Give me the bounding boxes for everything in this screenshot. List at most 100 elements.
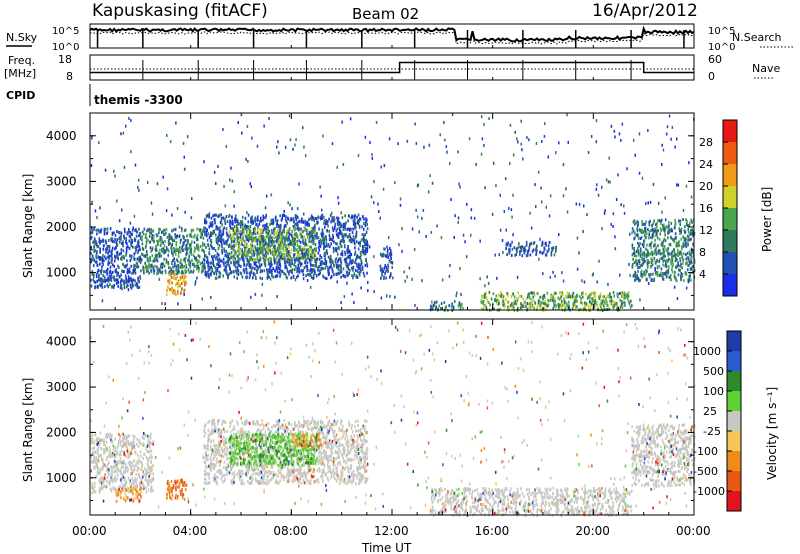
power-cell — [346, 256, 349, 260]
power-cell — [277, 264, 279, 268]
power-cell — [241, 275, 244, 279]
power-cell — [284, 239, 286, 243]
power-cell — [241, 254, 243, 258]
power-cell — [662, 249, 665, 253]
power-cell — [337, 265, 339, 269]
power-cell — [120, 248, 123, 252]
power-cell — [95, 256, 98, 260]
power-cell — [228, 235, 230, 239]
power-cell — [171, 243, 174, 247]
velocity-cell — [114, 475, 116, 479]
power-cell — [156, 272, 158, 276]
freq-nave-panel: Freq. [MHz] 18 8 60 0 Nave — [4, 53, 780, 83]
power-cell — [269, 267, 271, 271]
power-cell — [683, 242, 686, 246]
power-cell — [156, 254, 158, 257]
power-cell — [686, 220, 688, 224]
power-cell — [572, 302, 574, 306]
power-cell — [164, 269, 167, 273]
velocity-cell — [91, 433, 94, 437]
power-speckle — [517, 140, 519, 144]
power-cell — [516, 250, 518, 254]
power-speckle — [499, 228, 502, 232]
velocity-cell — [125, 442, 128, 446]
velocity-cell — [92, 438, 94, 442]
power-speckle — [134, 163, 137, 167]
power-cell — [99, 239, 101, 243]
power-cell — [670, 278, 672, 282]
power-cell — [141, 238, 143, 242]
power-cell — [245, 276, 248, 280]
power-cell — [193, 240, 196, 244]
power-cell — [281, 243, 284, 247]
power-cell — [353, 237, 356, 241]
power-speckle — [352, 275, 354, 279]
power-cell — [347, 245, 349, 248]
power-cell — [675, 256, 677, 260]
power-speckle — [308, 272, 310, 276]
power-speckle — [470, 208, 473, 212]
power-speckle — [256, 249, 258, 253]
power-cell — [541, 243, 543, 247]
power-cell — [360, 270, 362, 274]
power-cell — [247, 225, 249, 229]
power-speckle — [607, 282, 609, 286]
power-cell — [337, 271, 340, 275]
velocity-cell — [127, 456, 129, 460]
power-cell — [91, 229, 94, 233]
power-speckle — [150, 201, 153, 205]
power-cell — [212, 259, 214, 263]
power-cell — [221, 223, 223, 227]
power-cell — [104, 285, 106, 289]
power-cell — [245, 234, 247, 238]
power-speckle — [127, 288, 130, 292]
power-cell — [362, 271, 365, 275]
power-cell — [452, 305, 455, 309]
velocity-cell — [131, 477, 133, 480]
power-cell — [186, 242, 189, 246]
power-cell — [247, 250, 250, 254]
power-cell — [306, 261, 309, 265]
power-cell — [283, 254, 285, 258]
power-cell — [486, 299, 489, 303]
power-speckle — [591, 273, 594, 277]
power-cell — [688, 252, 691, 256]
power-cell — [158, 268, 161, 272]
power-cell — [237, 229, 239, 233]
power-speckle — [427, 190, 430, 194]
power-cell — [663, 223, 665, 227]
power-cell — [433, 303, 436, 307]
power-cell — [565, 302, 568, 306]
power-cell — [500, 291, 502, 295]
power-cell — [193, 263, 195, 266]
power-cell — [390, 260, 392, 264]
power-cell — [636, 246, 639, 250]
power-cell — [318, 273, 320, 276]
power-cell — [299, 258, 302, 262]
power-cell — [219, 264, 222, 268]
power-cell — [169, 272, 171, 276]
power-colorbar-label: 20 — [699, 180, 713, 193]
power-speckle — [647, 129, 649, 132]
power-cell — [636, 274, 639, 278]
power-cell — [542, 294, 545, 298]
power-speckle — [233, 275, 236, 279]
power-cell — [233, 225, 236, 229]
power-speckle — [100, 268, 103, 272]
power-cell — [311, 232, 313, 236]
power-cell — [156, 234, 158, 238]
power-cell — [354, 246, 356, 250]
power-cell — [348, 238, 351, 242]
power-cell — [216, 263, 218, 266]
power-cell — [210, 234, 213, 237]
power-cell — [182, 271, 184, 275]
power-cell — [250, 250, 252, 254]
power-cell — [273, 234, 275, 238]
power-cell — [354, 260, 356, 264]
power-cell — [251, 253, 254, 257]
velocity-cell — [95, 437, 98, 441]
power-cell — [293, 255, 295, 259]
power-cell — [185, 265, 188, 269]
power-speckle — [450, 198, 452, 201]
power-speckle — [133, 214, 136, 218]
